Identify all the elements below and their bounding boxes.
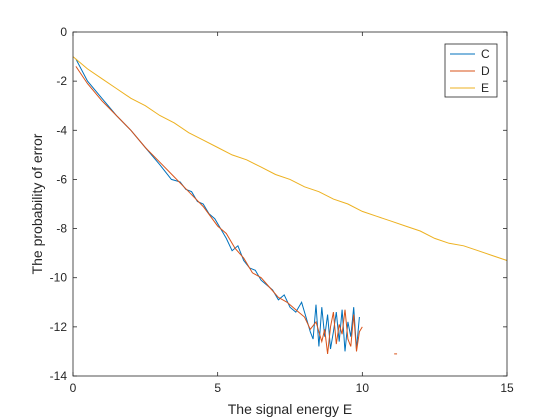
y-tick-label: -10 [50,271,68,285]
legend-label-e: E [481,81,489,95]
legend: CDE [444,43,498,98]
y-tick-label: -14 [50,369,68,383]
y-tick-label: -8 [56,222,67,236]
y-tick-label: -2 [56,74,67,88]
legend-label-c: C [481,47,490,61]
x-tick-label: 5 [214,381,221,395]
x-axis-label: The signal energy E [228,401,353,417]
axes-box [72,31,508,377]
y-axis-label: The probability of error [29,133,45,274]
y-tick-label: -12 [50,320,68,334]
series-line-e [72,56,508,261]
series-line-c [75,58,360,352]
x-tick-label: 10 [356,381,370,395]
x-tick-label: 0 [70,381,77,395]
plot-area [72,56,508,355]
y-tick-label: 0 [60,25,67,39]
x-tick-label: 15 [500,381,514,395]
series-line-d [75,66,363,354]
axis-ticks: 0 5 10 15 0 -2 -4 -6 -8 -10 -12 -14 [50,25,514,395]
y-tick-label: -4 [56,123,67,137]
y-tick-label: -6 [56,172,67,186]
legend-label-d: D [481,64,490,78]
